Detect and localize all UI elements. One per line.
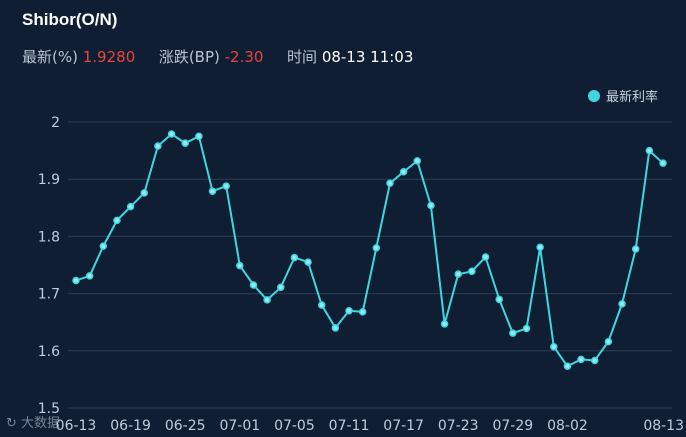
latest-label: 最新(%) xyxy=(22,48,78,66)
x-tick-label: 07-05 xyxy=(274,418,315,434)
y-tick-label: 1.8 xyxy=(38,229,60,245)
data-point[interactable] xyxy=(413,157,422,165)
data-point[interactable] xyxy=(386,179,394,187)
x-tick-label: 07-01 xyxy=(219,418,260,434)
y-tick-label: 2 xyxy=(51,115,60,131)
data-point[interactable] xyxy=(345,307,353,315)
data-point[interactable] xyxy=(440,320,449,328)
legend-label: 最新利率 xyxy=(605,90,658,105)
data-point[interactable] xyxy=(481,253,490,261)
data-point[interactable] xyxy=(604,337,613,346)
y-tick-label: 1.6 xyxy=(38,344,60,360)
data-point[interactable] xyxy=(331,324,340,332)
data-point[interactable] xyxy=(372,244,381,252)
data-point[interactable] xyxy=(167,130,176,138)
time-value: 08-13 11:03 xyxy=(321,48,414,66)
data-point[interactable] xyxy=(263,296,271,304)
x-tick-label: 08-02 xyxy=(547,418,588,434)
x-tick-label: 06-19 xyxy=(110,418,151,434)
data-point[interactable] xyxy=(277,283,285,292)
data-point[interactable] xyxy=(577,355,585,364)
y-tick-label: 1.5 xyxy=(38,401,60,417)
data-point[interactable] xyxy=(495,295,503,304)
data-point[interactable] xyxy=(454,270,462,278)
data-point[interactable] xyxy=(236,261,244,270)
data-point[interactable] xyxy=(99,242,108,250)
change-label: 涨跌(BP) xyxy=(158,48,220,66)
x-tick-label: 06-13 xyxy=(56,418,97,434)
chart-legend[interactable]: 最新利率 xyxy=(587,86,658,105)
x-tick-label: 07-23 xyxy=(438,418,479,434)
data-point[interactable] xyxy=(195,132,203,141)
watermark-text: 大数据 xyxy=(21,416,61,431)
data-point[interactable] xyxy=(154,142,162,150)
x-tick-label: 08-13 xyxy=(643,418,684,434)
data-point[interactable] xyxy=(113,216,121,225)
data-point[interactable] xyxy=(563,362,572,370)
data-point[interactable] xyxy=(550,343,558,351)
data-point[interactable] xyxy=(509,329,517,337)
data-point[interactable] xyxy=(72,276,80,285)
data-point[interactable] xyxy=(208,187,217,195)
data-point[interactable] xyxy=(427,201,435,210)
data-point[interactable] xyxy=(631,245,640,253)
grid-lines xyxy=(68,121,672,409)
series-points[interactable] xyxy=(72,130,667,370)
x-tick-label: 07-17 xyxy=(383,418,424,434)
data-point[interactable] xyxy=(590,356,599,365)
time-label: 时间 xyxy=(287,48,318,66)
latest-value: 1.9280 xyxy=(82,48,136,66)
watermark-logo-icon: ↻ xyxy=(6,416,17,431)
x-tick-label: 06-25 xyxy=(165,418,206,434)
data-point[interactable] xyxy=(140,189,149,197)
watermark: ↻ 大数据 xyxy=(6,412,60,431)
change-value: -2.30 xyxy=(224,48,264,66)
data-point[interactable] xyxy=(85,272,94,280)
data-point[interactable] xyxy=(399,168,408,176)
data-point[interactable] xyxy=(522,324,531,333)
y-axis-labels: 1.5 1.6 1.7 1.8 1.9 2 xyxy=(38,115,60,417)
stats-bar: 最新(%) 1.9280 涨跌(BP) -2.30 时间 08-13 11:03 xyxy=(22,46,413,67)
x-axis-labels: 06-13 06-19 06-25 07-01 07-05 07-11 07-17 07-23… xyxy=(56,418,684,434)
data-point[interactable] xyxy=(618,300,626,308)
data-point[interactable] xyxy=(645,146,654,155)
x-tick-label: 07-11 xyxy=(329,418,370,434)
series-line xyxy=(75,132,664,368)
data-point[interactable] xyxy=(536,243,544,252)
legend-dot-icon xyxy=(587,89,600,102)
x-tick-label: 07-29 xyxy=(492,418,533,434)
data-point[interactable] xyxy=(290,253,299,262)
data-point[interactable] xyxy=(126,202,135,211)
data-point[interactable] xyxy=(222,182,230,190)
data-point[interactable] xyxy=(304,258,312,266)
y-tick-label: 1.7 xyxy=(38,287,60,303)
data-point[interactable] xyxy=(317,301,326,309)
data-point[interactable] xyxy=(358,308,367,316)
data-point[interactable] xyxy=(659,159,667,167)
data-point[interactable] xyxy=(249,281,258,289)
data-point[interactable] xyxy=(468,267,476,276)
chart-title: Shibor(O/N) xyxy=(22,10,118,29)
y-tick-label: 1.9 xyxy=(38,172,60,188)
data-point[interactable] xyxy=(181,139,189,147)
